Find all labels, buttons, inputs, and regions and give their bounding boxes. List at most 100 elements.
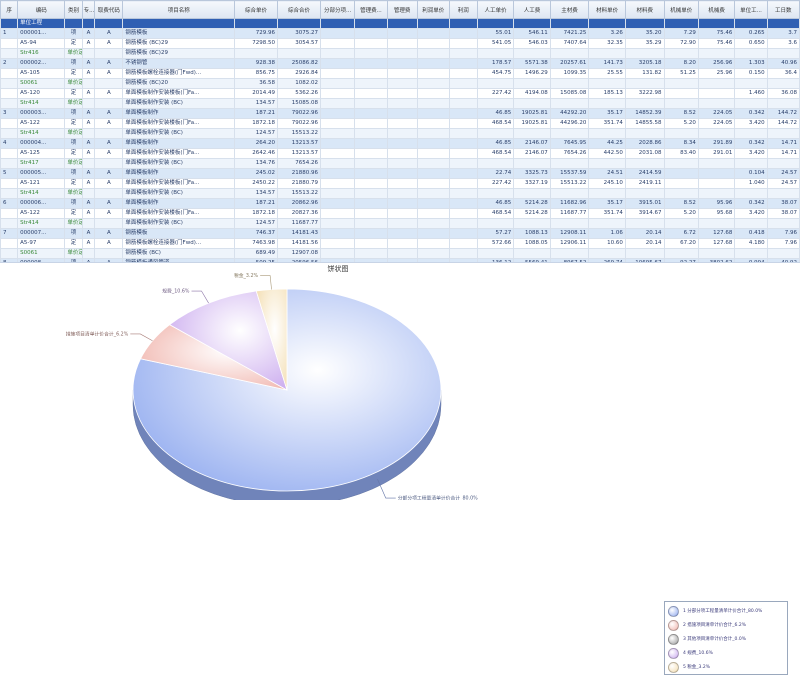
table-cell[interactable]: Str414 <box>17 128 66 139</box>
table-cell[interactable]: 185.13 <box>588 88 626 99</box>
table-cell[interactable]: 1.460 <box>734 88 768 99</box>
table-cell[interactable] <box>476 158 515 169</box>
table-cell[interactable] <box>319 238 356 249</box>
table-cell[interactable] <box>354 18 388 29</box>
table-cell[interactable] <box>319 178 356 189</box>
table-cell[interactable] <box>94 78 124 89</box>
table-cell[interactable]: A <box>81 38 96 49</box>
table-cell[interactable] <box>663 188 699 199</box>
table-row[interactable]: A5-121 定 A A 单面模板制作安装楼板(门Fa... 2450.22 21880.7… <box>0 178 800 189</box>
table-cell[interactable] <box>354 38 388 49</box>
table-cell[interactable] <box>386 198 418 209</box>
column-header[interactable]: 材料费 <box>624 0 665 19</box>
table-cell[interactable]: 46.85 <box>476 108 515 119</box>
table-cell[interactable]: 1088.05 <box>513 238 551 249</box>
table-cell[interactable] <box>766 48 800 59</box>
table-cell[interactable]: 3.420 <box>734 148 768 159</box>
table-cell[interactable] <box>734 18 768 29</box>
table-cell[interactable] <box>386 78 418 89</box>
table-cell[interactable] <box>624 18 665 29</box>
table-cell[interactable]: 7654.26 <box>277 158 321 169</box>
table-cell[interactable]: 3327.19 <box>513 178 551 189</box>
table-cell[interactable] <box>319 98 356 109</box>
table-cell[interactable]: 000006... <box>17 198 66 209</box>
table-cell[interactable]: 36.58 <box>234 78 279 89</box>
table-cell[interactable]: 546.11 <box>513 28 551 39</box>
table-cell[interactable] <box>448 28 478 39</box>
table-cell[interactable]: 144.72 <box>766 118 800 129</box>
table-cell[interactable]: 单价定 <box>64 218 83 229</box>
table-cell[interactable]: 689.49 <box>234 248 279 259</box>
table-cell[interactable]: 144.72 <box>766 108 800 119</box>
table-cell[interactable] <box>416 218 450 229</box>
table-row[interactable]: 1 000001... 项 A A 钢筋模板 729.96 3075.27 55.01 546.1… <box>0 28 800 39</box>
table-cell[interactable]: 5 <box>0 168 19 179</box>
table-row[interactable]: Str416单价定 钢筋模板 (BC)29 <box>0 48 800 59</box>
table-cell[interactable]: 3.420 <box>734 208 768 219</box>
table-cell[interactable] <box>354 238 388 249</box>
table-cell[interactable]: A <box>81 58 96 69</box>
table-cell[interactable]: 单价定 <box>64 78 83 89</box>
table-cell[interactable] <box>448 198 478 209</box>
table-cell[interactable] <box>549 128 590 139</box>
table-cell[interactable] <box>663 88 699 99</box>
table-cell[interactable]: 3205.18 <box>624 58 665 69</box>
table-cell[interactable] <box>734 48 768 59</box>
table-cell[interactable] <box>448 138 478 149</box>
table-cell[interactable]: 134.57 <box>234 188 279 199</box>
table-cell[interactable]: 187.21 <box>234 108 279 119</box>
table-cell[interactable]: 8967.52 <box>549 258 590 262</box>
table-cell[interactable]: 钢筋模板 (BC)20 <box>122 78 236 89</box>
table-cell[interactable]: 钢筋模板 (BC) <box>122 248 236 259</box>
table-cell[interactable]: 12906.11 <box>549 238 590 249</box>
table-cell[interactable] <box>697 48 736 59</box>
table-cell[interactable] <box>81 18 96 29</box>
table-cell[interactable] <box>416 188 450 199</box>
table-cell[interactable] <box>513 18 551 29</box>
table-cell[interactable]: A <box>94 198 124 209</box>
table-cell[interactable]: Str414 <box>17 98 66 109</box>
table-cell[interactable]: 25.55 <box>588 68 626 79</box>
table-cell[interactable] <box>549 98 590 109</box>
table-cell[interactable] <box>624 218 665 229</box>
table-cell[interactable]: 72.90 <box>663 38 699 49</box>
table-cell[interactable]: 25086.82 <box>277 58 321 69</box>
column-header[interactable]: 序 <box>0 0 19 19</box>
table-cell[interactable]: 5214.28 <box>513 198 551 209</box>
table-cell[interactable]: 20862.96 <box>277 198 321 209</box>
table-cell[interactable]: A <box>81 108 96 119</box>
table-cell[interactable] <box>734 128 768 139</box>
table-cell[interactable]: 1082.02 <box>277 78 321 89</box>
table-cell[interactable]: 15513.22 <box>549 178 590 189</box>
table-cell[interactable]: 5571.38 <box>513 58 551 69</box>
table-cell[interactable]: 38.07 <box>766 198 800 209</box>
table-cell[interactable]: 钢筋模板 <box>122 28 236 39</box>
table-cell[interactable]: 5.20 <box>663 208 699 219</box>
table-cell[interactable] <box>734 218 768 229</box>
table-cell[interactable]: A5-120 <box>17 88 66 99</box>
table-cell[interactable] <box>386 248 418 259</box>
table-cell[interactable] <box>624 78 665 89</box>
table-cell[interactable]: 2926.84 <box>277 68 321 79</box>
table-cell[interactable]: 3325.73 <box>513 168 551 179</box>
table-cell[interactable]: 单价定 <box>64 48 83 59</box>
table-cell[interactable] <box>386 228 418 239</box>
table-cell[interactable] <box>319 258 356 262</box>
table-cell[interactable] <box>81 188 96 199</box>
table-cell[interactable] <box>766 218 800 229</box>
table-cell[interactable]: A5-94 <box>17 38 66 49</box>
table-cell[interactable]: 14855.58 <box>624 118 665 129</box>
table-cell[interactable]: 572.66 <box>476 238 515 249</box>
table-cell[interactable]: 67.20 <box>663 238 699 249</box>
table-cell[interactable] <box>386 168 418 179</box>
table-cell[interactable] <box>588 78 626 89</box>
table-cell[interactable]: 20.14 <box>624 238 665 249</box>
table-cell[interactable]: 单面模板制作安装 (BC) <box>122 218 236 229</box>
table-cell[interactable] <box>697 158 736 169</box>
table-cell[interactable]: 定 <box>64 208 83 219</box>
table-cell[interactable]: A5-97 <box>17 238 66 249</box>
table-cell[interactable]: 13213.57 <box>277 138 321 149</box>
table-cell[interactable] <box>663 48 699 59</box>
